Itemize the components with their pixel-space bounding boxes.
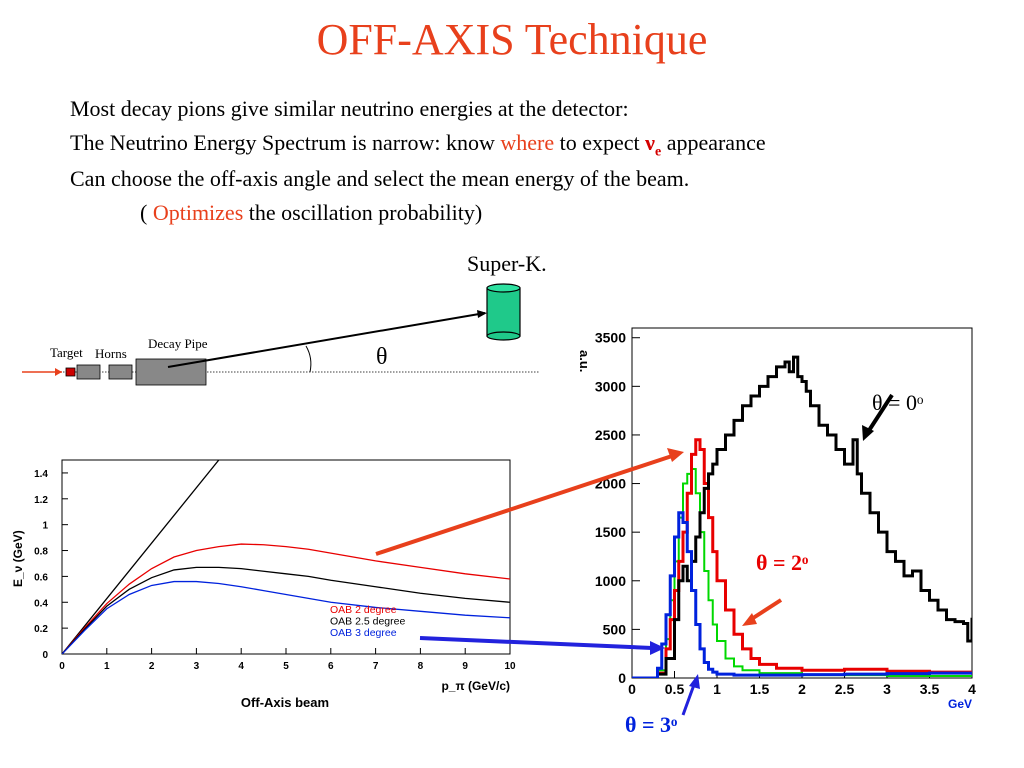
x-tick-label: 9 bbox=[462, 661, 468, 672]
histogram-3 bbox=[632, 511, 972, 678]
line2-text-a: The Neutrino Energy Spectrum is narrow: … bbox=[70, 130, 501, 155]
x-tick-label: 4 bbox=[968, 681, 976, 697]
series-line-0 bbox=[62, 460, 220, 654]
x-tick-label: 1 bbox=[713, 681, 721, 697]
y-tick-label: 500 bbox=[603, 621, 627, 637]
nu-subscript: e bbox=[654, 144, 662, 160]
theta-annotation-1: θ = 2ᵒ bbox=[756, 550, 808, 575]
x-tick-label: 8 bbox=[418, 661, 424, 672]
legend-entry-1: OAB 2 degree bbox=[330, 604, 397, 616]
beamline-diagram: Super-K. Target Horns Decay Pipe θ bbox=[22, 251, 547, 386]
x-axis-label: p_π (GeV/c) bbox=[441, 679, 510, 693]
y-tick-label: 1.2 bbox=[34, 495, 48, 506]
horn-2 bbox=[108, 364, 133, 380]
target-label: Target bbox=[50, 345, 83, 360]
x-tick-label: 1 bbox=[104, 661, 110, 672]
highlight-optimizes: Optimizes bbox=[152, 200, 244, 225]
y-tick-label: 0 bbox=[618, 670, 626, 686]
y-tick-label: 1.4 bbox=[34, 469, 48, 480]
x-tick-label: 3 bbox=[194, 661, 200, 672]
y-tick-label: 0.6 bbox=[34, 572, 48, 583]
series-line-3 bbox=[62, 580, 510, 654]
y-tick-label: 1000 bbox=[595, 573, 626, 589]
off-axis-line bbox=[167, 312, 486, 368]
theta-label: θ bbox=[376, 344, 388, 370]
energy-spectrum-chart: 0 0.5 1 1.5 2 2.5 3 3.5 4 0 500 1000 1500 2000 2500 300… bbox=[577, 327, 976, 737]
x-axis-label: GeV bbox=[948, 697, 972, 711]
y-tick-label: 0.4 bbox=[34, 598, 48, 609]
x-tick-label: 6 bbox=[328, 661, 334, 672]
line4-text-a: ( bbox=[140, 200, 153, 225]
x-tick-label: 0.5 bbox=[665, 681, 685, 697]
line3-text: Can choose the off-axis angle and select… bbox=[70, 166, 690, 191]
x-tick-label: 4 bbox=[238, 661, 244, 672]
legend-entry-2: OAB 2.5 degree bbox=[330, 616, 405, 628]
bullet-line-3: Can choose the off-axis angle and select… bbox=[70, 166, 689, 192]
x-tick-label: 1.5 bbox=[750, 681, 770, 697]
y-tick-label: 3000 bbox=[595, 378, 626, 394]
theta-annotation-0: θ = 0ᵒ bbox=[872, 390, 923, 415]
y-tick-label: 1500 bbox=[595, 524, 626, 540]
series-line-2 bbox=[62, 566, 510, 654]
y-tick-label: 2000 bbox=[595, 476, 626, 492]
horn-1 bbox=[76, 364, 101, 380]
line2-text-c: appearance bbox=[661, 130, 766, 155]
x-tick-label: 10 bbox=[504, 661, 516, 672]
nu-symbol: ν bbox=[645, 130, 655, 155]
highlight-where: where bbox=[500, 130, 555, 155]
plot-frame bbox=[61, 459, 511, 655]
horns-label: Horns bbox=[95, 346, 127, 361]
x-tick-label: 0 bbox=[628, 681, 636, 697]
legend-entry-3: OAB 3 degree bbox=[330, 627, 397, 639]
y-tick-label: 0.2 bbox=[34, 624, 48, 635]
y-axis-label: E_ν (GeV) bbox=[11, 530, 25, 587]
x-tick-label: 2.5 bbox=[835, 681, 855, 697]
y-tick-label: 0 bbox=[42, 650, 48, 661]
histogram-0 bbox=[632, 355, 972, 678]
y-tick-label: 3500 bbox=[595, 330, 626, 346]
super-k-label: Super-K. bbox=[467, 251, 547, 276]
y-tick-label: 0.8 bbox=[34, 547, 48, 558]
decay-pipe-label: Decay Pipe bbox=[148, 336, 208, 351]
line4-text-b: the oscillation probability) bbox=[243, 200, 483, 225]
chart-footer: Off-Axis beam bbox=[241, 695, 329, 710]
x-tick-label: 7 bbox=[373, 661, 379, 672]
y-axis-label: a.u. bbox=[577, 350, 592, 372]
x-tick-label: 2 bbox=[149, 661, 155, 672]
x-tick-label: 5 bbox=[283, 661, 289, 672]
x-tick-label: 0 bbox=[59, 661, 65, 672]
x-tick-label: 3 bbox=[883, 681, 891, 697]
bullet-line-1: Most decay pions give similar neutrino e… bbox=[70, 96, 629, 122]
series-line-1 bbox=[62, 543, 510, 654]
histogram-1 bbox=[632, 438, 972, 678]
super-k-detector bbox=[486, 283, 521, 341]
line1-text: Most decay pions give similar neutrino e… bbox=[70, 96, 629, 121]
proton-arrow-head bbox=[55, 368, 62, 376]
target bbox=[65, 367, 76, 377]
x-tick-label: 3.5 bbox=[920, 681, 940, 697]
slide-title: OFF-AXIS Technique bbox=[316, 15, 708, 64]
off-axis-arrow-head bbox=[477, 310, 487, 318]
theta-annotation-2: θ = 3ᵒ bbox=[625, 712, 677, 737]
angle-arc bbox=[305, 345, 312, 373]
off-axis-beam-chart: 0 1 2 3 4 5 6 7 8 9 10 0 0.2 0.4 0.6 0.8 1 1.2 1.4 OAB 2 de… bbox=[11, 459, 516, 710]
y-tick-label: 1 bbox=[42, 521, 48, 532]
y-tick-label: 2500 bbox=[595, 427, 626, 443]
x-tick-label: 2 bbox=[798, 681, 806, 697]
bullet-line-2: The Neutrino Energy Spectrum is narrow: … bbox=[70, 130, 766, 165]
bullet-line-4: ( Optimizes the oscillation probability) bbox=[140, 200, 482, 226]
line2-text-b: to expect bbox=[554, 130, 646, 155]
